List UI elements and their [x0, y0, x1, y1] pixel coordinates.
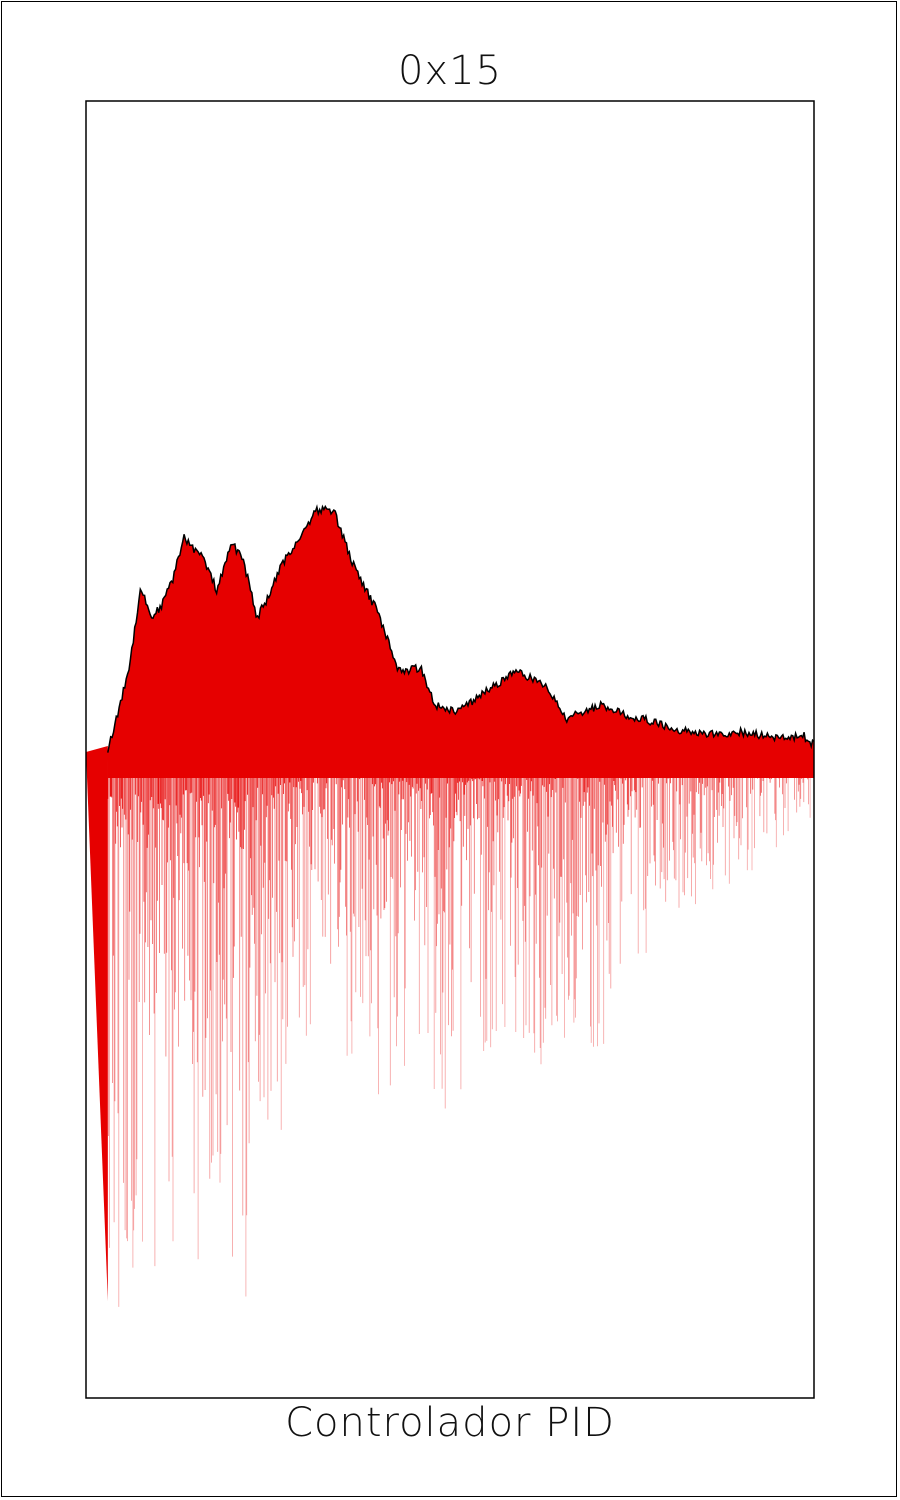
initial-transient: [86, 746, 108, 1302]
chart-caption: Controlador PID: [285, 1400, 615, 1446]
upper-area: [107, 506, 815, 762]
chart-marks: [86, 504, 815, 1307]
upper-envelope-line: [107, 504, 815, 753]
lower-spikes: [107, 752, 814, 1307]
chart-title: 0x15: [397, 48, 503, 94]
plot-frame: [85, 100, 815, 1399]
